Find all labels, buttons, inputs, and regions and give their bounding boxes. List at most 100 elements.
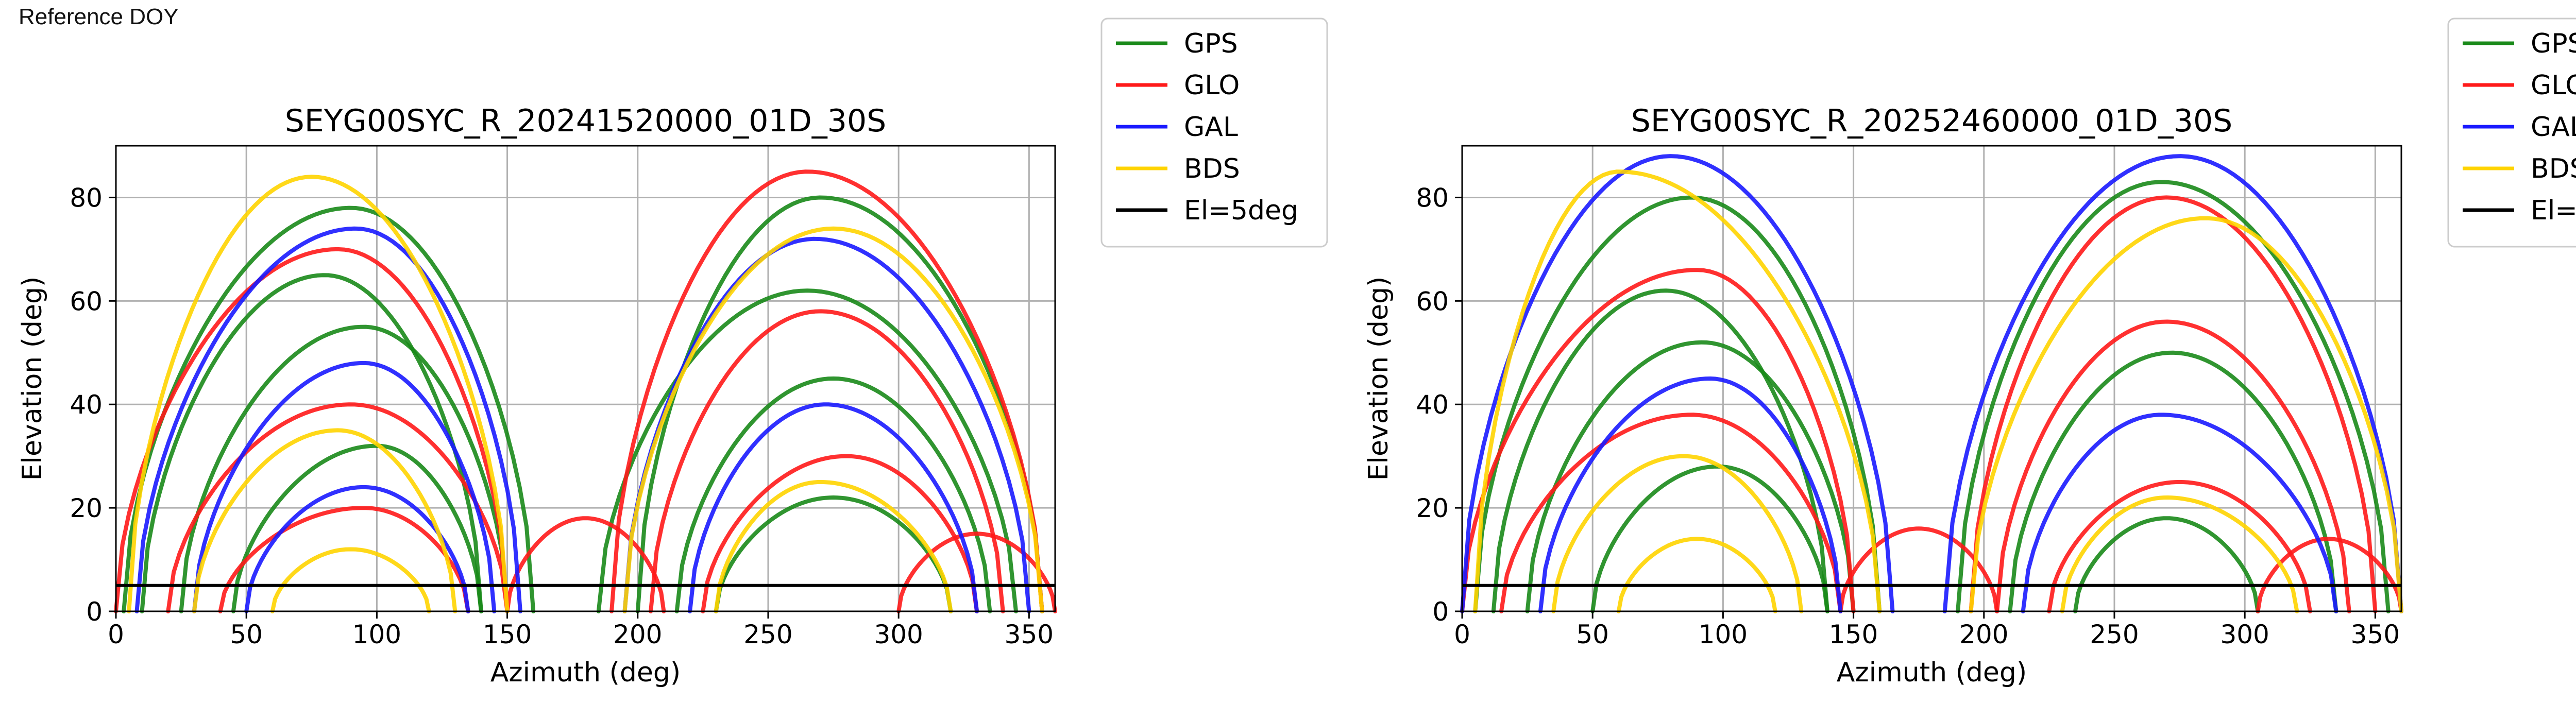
track-glo	[1460, 268, 1856, 613]
track-gal	[1460, 154, 1895, 613]
y-tick-label: 60	[70, 286, 103, 316]
track-glo	[1995, 319, 2351, 613]
legend-label: BDS	[2531, 153, 2576, 184]
track-gps	[1956, 180, 2391, 613]
track-gal	[1538, 376, 1843, 613]
track-gal	[244, 485, 470, 613]
reference-doy-label: Reference DOY	[19, 4, 179, 29]
track-glo	[649, 309, 1005, 613]
y-axis-ticks: 0 20 40 60 80	[70, 183, 116, 627]
x-axis-label: Azimuth (deg)	[490, 657, 681, 688]
legend: GPS GLO GAL BDS El=5deg	[1100, 18, 1328, 248]
track-gps	[1525, 340, 1856, 613]
legend-label: GLO	[1184, 70, 1240, 101]
track-gps	[1491, 288, 1829, 613]
legend: GPS GLO GAL BDS El=5deg	[2447, 18, 2576, 248]
track-glo	[1969, 195, 2378, 613]
track-glo	[505, 516, 666, 613]
y-tick-label: 40	[70, 390, 103, 420]
x-tick-label: 150	[483, 620, 532, 649]
track-glo	[896, 532, 1057, 613]
plot-frame	[1461, 145, 2402, 612]
track-gps	[1590, 464, 1829, 613]
track-gal	[688, 402, 979, 613]
track-glo	[114, 247, 510, 613]
x-tick-label: 350	[2351, 620, 2400, 649]
x-tick-label: 0	[108, 620, 124, 649]
chart-title: SEYG00SYC_R_20252460000_01D_30S	[1631, 103, 2232, 139]
y-tick-label: 40	[1416, 390, 1449, 420]
x-tick-label: 100	[352, 620, 401, 649]
x-tick-label: 300	[874, 620, 923, 649]
legend-label: GAL	[1184, 112, 1238, 143]
track-glo	[2256, 537, 2403, 613]
legend-box	[2447, 18, 2576, 248]
legend-label: GPS	[2531, 28, 2576, 59]
y-tick-label: 20	[1416, 493, 1449, 523]
legend-label: GPS	[1184, 28, 1238, 59]
chart-panel-1: 0 50 100 150 200 250 300 350 0 20 40 60 80 SEYG00SY…	[17, 18, 1328, 688]
track-bds	[192, 428, 457, 613]
track-gps	[1473, 195, 1882, 613]
x-tick-label: 350	[1005, 620, 1054, 649]
y-tick-label: 60	[1416, 286, 1449, 316]
x-tick-label: 200	[613, 620, 662, 649]
y-tick-label: 0	[86, 597, 103, 627]
y-axis-ticks: 0 20 40 60 80	[1416, 183, 1462, 627]
track-glo	[218, 506, 470, 613]
legend-label: El=5deg	[1184, 195, 1298, 226]
track-gps	[179, 324, 510, 613]
y-tick-label: 20	[70, 493, 103, 523]
y-axis-label: Elevation (deg)	[1363, 277, 1394, 481]
track-gps	[2008, 350, 2338, 613]
x-tick-label: 150	[1829, 620, 1878, 649]
track-bds	[622, 226, 1044, 613]
x-tick-label: 250	[2090, 620, 2139, 649]
track-glo	[2047, 479, 2312, 613]
y-tick-label: 80	[1416, 183, 1449, 213]
track-bds	[714, 479, 953, 613]
x-tick-label: 0	[1454, 620, 1470, 649]
track-glo	[166, 402, 510, 613]
y-axis-label: Elevation (deg)	[17, 277, 48, 481]
track-gps	[2073, 516, 2260, 613]
track-glo	[1499, 413, 1843, 613]
y-tick-label: 0	[1432, 597, 1449, 627]
legend-label: GAL	[2531, 112, 2576, 143]
track-bds	[1969, 216, 2403, 613]
track-gps	[231, 443, 483, 613]
track-bds	[1551, 454, 1804, 613]
track-gal	[622, 236, 1031, 613]
legend-label: El=5deg	[2531, 195, 2576, 226]
legend-label: GLO	[2531, 70, 2576, 101]
track-gal	[192, 361, 497, 613]
track-gps	[714, 495, 953, 613]
track-gps	[596, 288, 1018, 613]
track-glo	[701, 454, 979, 613]
x-tick-label: 300	[2220, 620, 2269, 649]
chart-panel-2: 0 50 100 150 200 250 300 350 0 20 40 60 80 SEYG00SY…	[1363, 18, 2576, 688]
track-bds	[127, 175, 510, 613]
satellite-tracks	[1460, 154, 2403, 613]
track-bds	[1473, 169, 1882, 613]
grid-lines	[115, 146, 1055, 612]
x-tick-label: 200	[1959, 620, 2008, 649]
x-tick-label: 50	[230, 620, 263, 649]
x-axis-ticks: 0 50 100 150 200 250 300 350	[1454, 611, 2400, 649]
legend-label: BDS	[1184, 153, 1240, 184]
legend-box	[1100, 18, 1328, 248]
plot-frame	[115, 145, 1056, 612]
x-tick-label: 50	[1576, 620, 1609, 649]
x-tick-label: 250	[743, 620, 792, 649]
x-axis-ticks: 0 50 100 150 200 250 300 350	[108, 611, 1054, 649]
track-gps	[674, 376, 992, 613]
track-bds	[1616, 537, 1777, 613]
track-gal	[1942, 154, 2403, 613]
satellite-tracks	[114, 169, 1057, 613]
x-tick-label: 100	[1699, 620, 1748, 649]
track-gal	[2021, 413, 2338, 613]
track-gps	[635, 195, 1044, 613]
track-gal	[134, 226, 522, 613]
track-glo	[1838, 526, 1999, 613]
track-gps	[140, 273, 483, 613]
